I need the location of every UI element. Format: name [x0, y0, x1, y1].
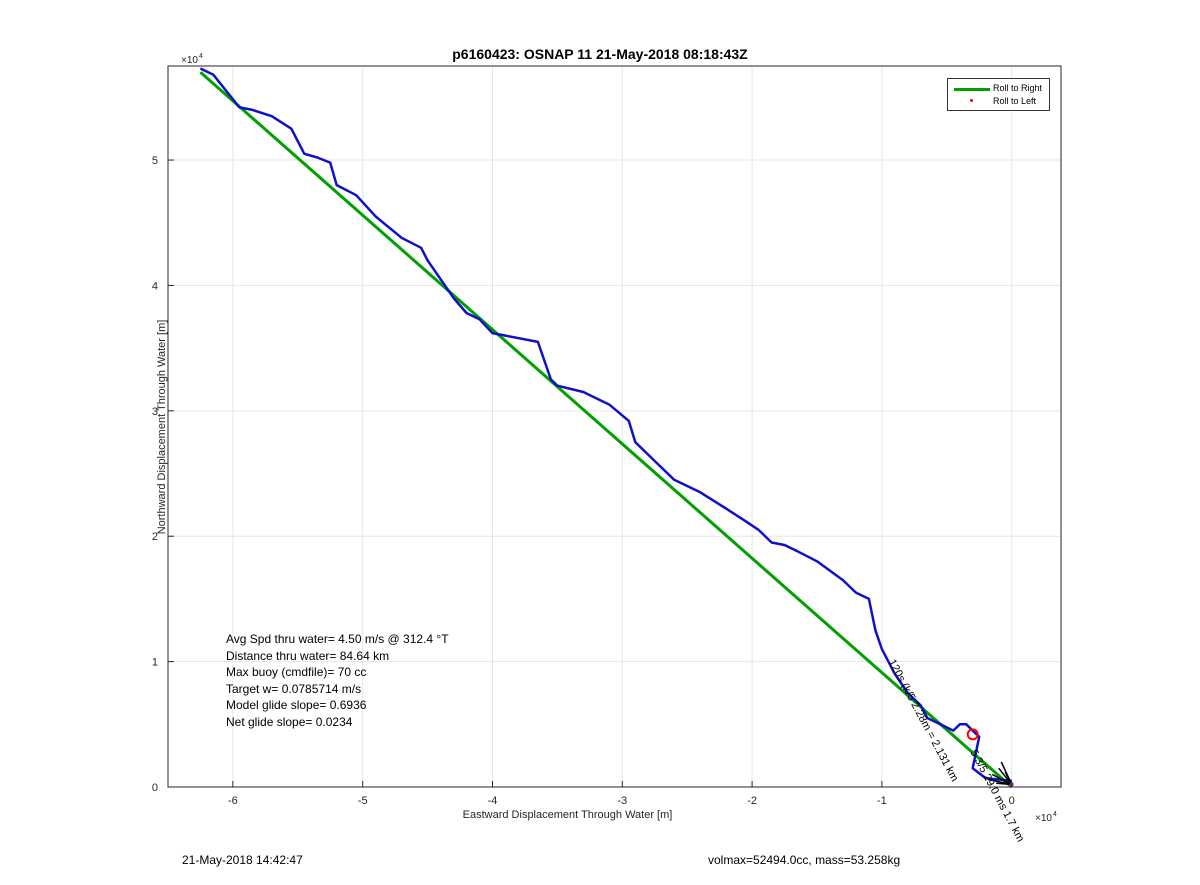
x-tick-label: -1	[877, 795, 887, 807]
glider-track-line	[199, 67, 1012, 782]
x-axis-label: Eastward Displacement Through Water [m]	[463, 809, 673, 821]
legend-swatch-red-dot	[970, 99, 973, 102]
legend-item-roll-right: Roll to Right	[948, 82, 1049, 95]
y-tick-label: 2	[152, 531, 158, 543]
stat-net-glide: Net glide slope= 0.0234	[226, 714, 353, 729]
legend-label: Roll to Left	[993, 96, 1037, 106]
y-exponent-label: ×10	[181, 55, 198, 66]
x-tick-label: -4	[488, 795, 498, 807]
y-tick-label: 5	[152, 155, 158, 167]
x-tick-label: -3	[617, 795, 627, 807]
x-tick-label: -6	[228, 795, 238, 807]
x-exponent-power: 4	[1053, 811, 1057, 818]
y-tick-label: 4	[152, 280, 158, 292]
x-tick-label: -2	[747, 795, 757, 807]
x-tick-label: -5	[358, 795, 368, 807]
stat-model-glide: Model glide slope= 0.6936	[226, 698, 367, 712]
dive-vector	[991, 773, 1013, 786]
footer-volmax-mass: volmax=52494.0cc, mass=53.258kg	[708, 853, 901, 867]
stat-max-buoy: Max buoy (cmdfile)= 70 cc	[226, 665, 367, 679]
y-tick-label: 3	[152, 406, 158, 418]
y-axis-label: Northward Displacement Through Water [m]	[156, 320, 168, 535]
axes-box	[167, 65, 1062, 788]
legend: Roll to Right Roll to Left	[947, 78, 1050, 111]
annotation-dive-label: 5 3/5 29.0 ms 1.7 km	[967, 748, 1026, 844]
stats-block: Avg Spd thru water= 4.50 m/s @ 312.4 °T …	[226, 631, 449, 730]
x-tick-label: 0	[1009, 795, 1015, 807]
stat-target-w: Target w= 0.0785714 m/s	[226, 681, 362, 696]
annotation-range-label: 120s (k/5 2.28m = 2.131 km	[886, 657, 961, 783]
marker-circle	[966, 728, 979, 741]
legend-label: Roll to Right	[993, 83, 1043, 93]
y-exponent-power: 4	[199, 53, 203, 60]
x-exponent-label: ×10	[1035, 813, 1052, 824]
roll-to-right-line	[199, 71, 1013, 789]
stat-avg-speed: Avg Spd thru water= 4.50 m/s @ 312.4 °T	[226, 632, 449, 646]
y-tick-label: 1	[152, 657, 158, 669]
legend-item-roll-left: Roll to Left	[948, 95, 1049, 108]
y-tick-label: 0	[152, 782, 158, 794]
dive-vector	[996, 782, 1012, 786]
stat-distance: Distance thru water= 84.64 km	[226, 648, 390, 663]
legend-swatch-green-line	[954, 88, 990, 91]
chart-title: p6160423: OSNAP 11 21-May-2018 08:18:43Z	[452, 46, 748, 62]
footer-date: 21-May-2018 14:42:47	[182, 853, 303, 867]
dive-vector	[1004, 771, 1013, 785]
